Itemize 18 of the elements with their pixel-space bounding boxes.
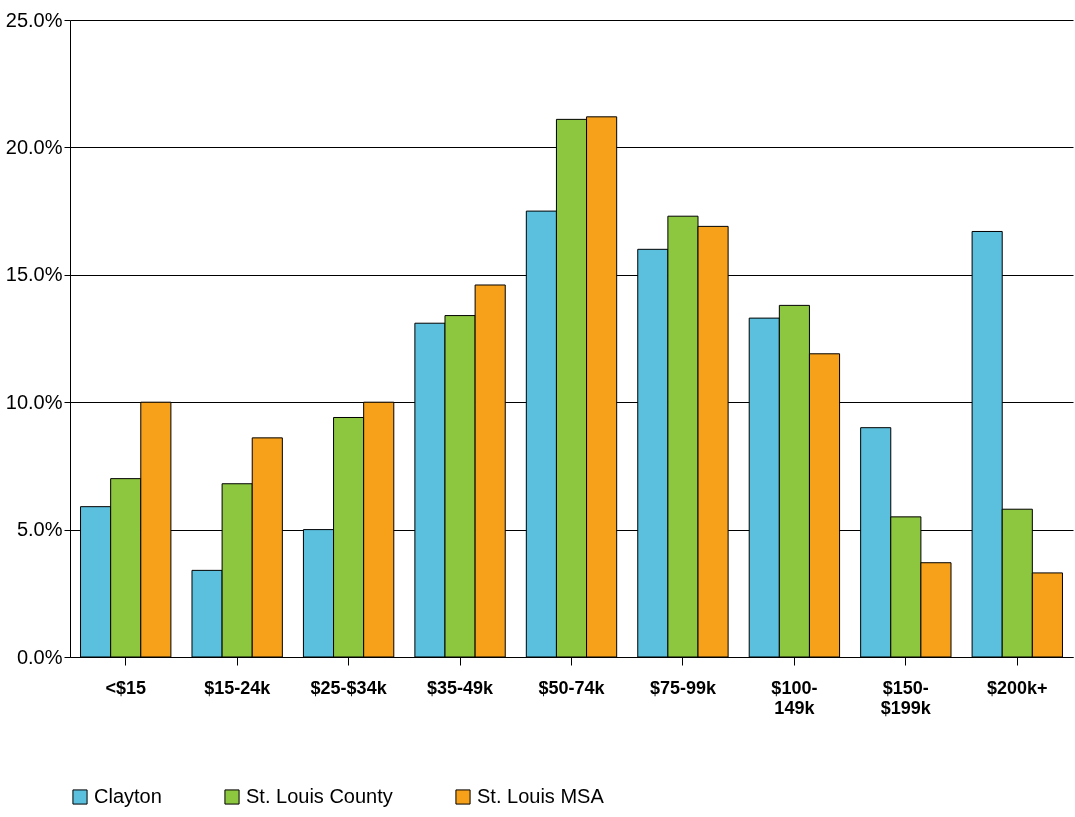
y-tick-label: 0.0% <box>16 645 63 668</box>
y-tick-label: 25.0% <box>5 8 63 31</box>
y-tick-label: 10.0% <box>5 390 63 413</box>
legend-label: Clayton <box>94 785 162 807</box>
x-tick-label: $200k+ <box>986 677 1048 698</box>
y-tick-label: 20.0% <box>5 135 63 158</box>
legend-label: St. Louis County <box>246 785 393 807</box>
legend-label: St. Louis MSA <box>477 785 605 807</box>
x-tick-label: $15-24k <box>204 677 272 698</box>
x-tick-label: <$15 <box>105 677 146 698</box>
x-tick-label: $35-49k <box>427 677 495 698</box>
x-tick-label: $100- 149k <box>771 677 818 718</box>
y-tick-label: 15.0% <box>5 263 63 286</box>
x-tick-label: $150- $199k <box>880 677 932 718</box>
x-tick-label: $50-74k <box>538 677 606 698</box>
x-tick-label: $25-$34k <box>310 677 388 698</box>
x-tick-label: $75-99k <box>649 677 717 698</box>
y-tick-label: 5.0% <box>16 518 63 541</box>
